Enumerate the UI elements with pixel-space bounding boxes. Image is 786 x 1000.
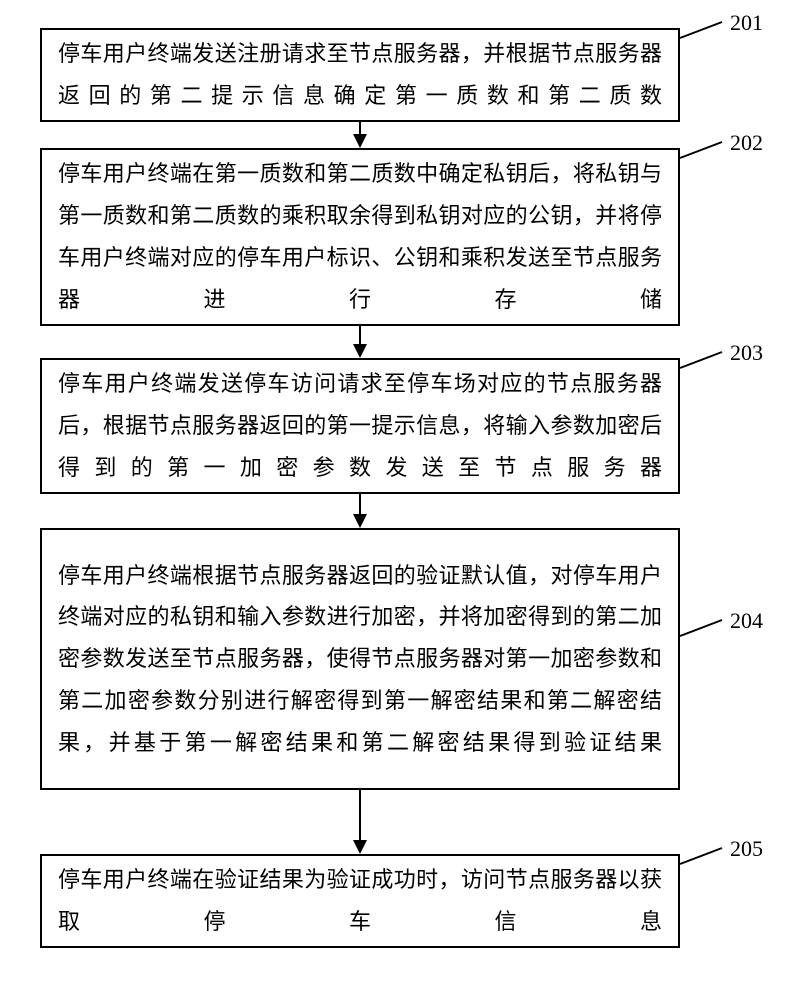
lead-line-205	[680, 848, 724, 866]
flow-node-202: 停车用户终端在第一质数和第二质数中确定私钥后，将私钥与第一质数和第二质数的乘积取…	[40, 148, 680, 326]
flow-node-text: 停车用户终端在验证结果为验证成功时，访问节点服务器以获取停车信息	[58, 859, 662, 943]
flow-node-text: 停车用户终端根据节点服务器返回的验证默认值，对停车用户终端对应的私钥和输入参数进…	[58, 555, 662, 764]
flowchart-canvas: 停车用户终端发送注册请求至节点服务器，并根据节点服务器返回的第二提示信息确定第一…	[0, 0, 786, 1000]
lead-line-202	[680, 142, 724, 160]
lead-line-203	[680, 352, 724, 370]
lead-line-204	[680, 620, 724, 638]
node-label-204: 204	[730, 608, 763, 634]
edge-204-205	[345, 790, 375, 854]
lead-line-201	[680, 22, 724, 40]
node-label-202: 202	[730, 130, 763, 156]
flow-node-text: 停车用户终端发送停车访问请求至停车场对应的节点服务器后，根据节点服务器返回的第一…	[58, 363, 662, 488]
node-label-201: 201	[730, 10, 763, 36]
flow-node-204: 停车用户终端根据节点服务器返回的验证默认值，对停车用户终端对应的私钥和输入参数进…	[40, 528, 680, 790]
node-label-203: 203	[730, 340, 763, 366]
flow-node-201: 停车用户终端发送注册请求至节点服务器，并根据节点服务器返回的第二提示信息确定第一…	[40, 28, 680, 122]
flow-node-text: 停车用户终端发送注册请求至节点服务器，并根据节点服务器返回的第二提示信息确定第一…	[58, 33, 662, 117]
flow-node-205: 停车用户终端在验证结果为验证成功时，访问节点服务器以获取停车信息	[40, 854, 680, 948]
edge-202-203	[345, 326, 375, 358]
flow-node-text: 停车用户终端在第一质数和第二质数中确定私钥后，将私钥与第一质数和第二质数的乘积取…	[58, 153, 662, 320]
node-label-205: 205	[730, 836, 763, 862]
flow-node-203: 停车用户终端发送停车访问请求至停车场对应的节点服务器后，根据节点服务器返回的第一…	[40, 358, 680, 494]
edge-203-204	[345, 494, 375, 528]
edge-201-202	[345, 122, 375, 148]
